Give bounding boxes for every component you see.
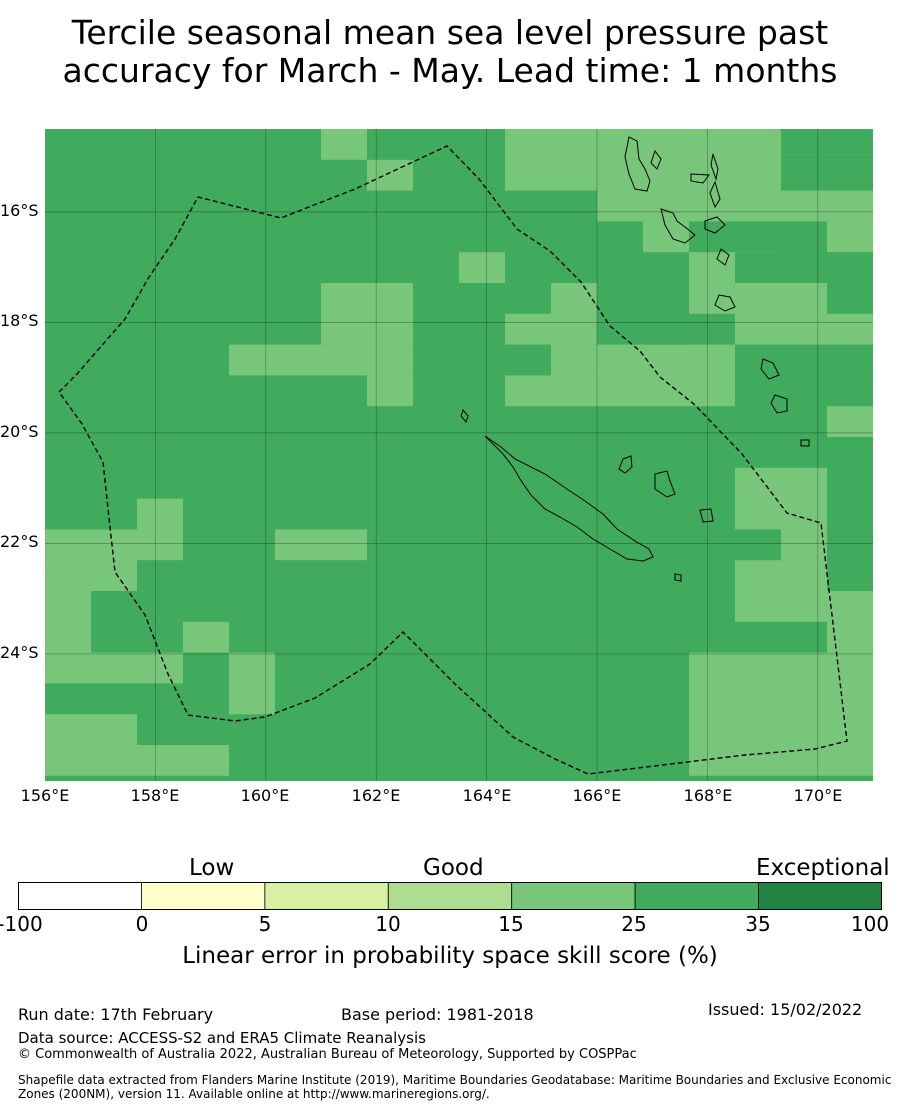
chart-title: Tercile seasonal mean sea level pressure…: [0, 14, 900, 90]
skill-cell-15-25: [551, 344, 643, 376]
cb-tick-35: 35: [745, 912, 771, 936]
skill-cell-15-25: [321, 283, 413, 345]
colorbar-border: [18, 882, 882, 910]
cb-tick-100: 100: [850, 912, 890, 936]
skill-cell-15-25: [643, 190, 873, 222]
skill-cell-15-25: [45, 714, 137, 776]
colorbar-segment: [634, 882, 759, 910]
skill-cell-15-25: [459, 252, 505, 283]
lat-label-20s: 20°S: [0, 422, 39, 441]
skill-cell-15-25: [137, 498, 183, 530]
lon-label-166e: 166°E: [572, 786, 622, 805]
skill-cell-15-25: [45, 529, 183, 561]
cb-tick-25: 25: [621, 912, 647, 936]
colorbar-segment: [387, 882, 513, 910]
vanuatu-coastline: [624, 136, 810, 447]
skill-cell-15-25: [781, 529, 827, 561]
skill-cell-25-35: [781, 129, 873, 160]
lat-label-16s: 16°S: [0, 201, 39, 220]
title-line-2: accuracy for March - May. Lead time: 1 m…: [62, 51, 838, 90]
base-period: Base period: 1981-2018: [341, 1005, 534, 1024]
lat-label-22s: 22°S: [0, 532, 39, 551]
category-good: Good: [423, 855, 484, 881]
skill-cell-15-25: [735, 283, 781, 345]
dark-skill-cells: [91, 129, 873, 715]
skill-cell-15-25: [505, 129, 781, 191]
new-caledonia-coastline: [460, 408, 714, 582]
data-source: Data source: ACCESS-S2 and ERA5 Climate …: [18, 1029, 426, 1047]
cb-tick-0: 0: [135, 912, 149, 936]
colorbar-segment: [141, 882, 266, 910]
skill-cell-15-25: [643, 344, 689, 376]
skill-cell-25-35: [137, 621, 183, 653]
skill-cell-15-25: [781, 313, 873, 345]
skill-cell-15-25: [367, 159, 413, 191]
lon-label-164e: 164°E: [462, 786, 512, 805]
skill-cell-15-25: [781, 652, 827, 684]
title-line-1: Tercile seasonal mean sea level pressure…: [71, 13, 829, 52]
skill-cell-25-35: [183, 683, 229, 715]
lat-label-24s: 24°S: [0, 643, 39, 662]
colorbar-segment: [18, 882, 142, 910]
lon-label-156e: 156°E: [20, 786, 70, 805]
colorbar-segment: [264, 882, 389, 910]
skill-cell-15-25: [229, 344, 413, 376]
skill-cell-15-25: [505, 313, 597, 345]
lon-label-158e: 158°E: [130, 786, 180, 805]
colorbar-segments: [18, 882, 882, 910]
shapefile-line-2: Zones (200NM), version 11. Available onl…: [18, 1087, 490, 1101]
issued-date: Issued: 15/02/2022: [708, 1000, 863, 1019]
cb-tick-15: 15: [498, 912, 524, 936]
skill-map: [45, 129, 873, 781]
skill-cell-15-25: [735, 467, 827, 530]
skill-cell-15-25: [597, 190, 643, 222]
copyright: © Commonwealth of Australia 2022, Austra…: [18, 1047, 637, 1062]
skill-cell-15-25: [689, 344, 735, 407]
lat-label-18s: 18°S: [0, 311, 39, 330]
skill-cell-25-35: [91, 591, 137, 653]
skill-cell-15-25: [505, 375, 689, 407]
skill-cell-25-35: [735, 621, 827, 653]
skill-cell-15-25: [367, 375, 413, 407]
cb-tick-10: 10: [375, 912, 401, 936]
lon-label-162e: 162°E: [351, 786, 401, 805]
skill-cell-15-25: [827, 221, 873, 253]
gridlines: [45, 129, 873, 781]
colorbar-segment: [511, 882, 636, 910]
cb-tick-minus100: -100: [0, 912, 43, 936]
category-exceptional: Exceptional: [756, 855, 890, 881]
shapefile-line-1: Shapefile data extracted from Flanders M…: [18, 1073, 892, 1087]
eez-boundary: [58, 145, 848, 775]
map-svg: [45, 129, 873, 781]
skill-cell-25-35: [735, 252, 873, 283]
skill-cell-15-25: [551, 283, 597, 314]
skill-cell-15-25: [321, 129, 367, 160]
skill-cell-15-25: [137, 745, 229, 776]
colorbar: [18, 882, 882, 910]
skill-cell-15-25: [781, 283, 827, 314]
run-date: Run date: 17th February: [18, 1005, 214, 1024]
lon-label-168e: 168°E: [683, 786, 733, 805]
skill-cell-15-25: [689, 283, 735, 314]
skill-cell-25-35: [643, 313, 689, 345]
skill-cell-25-35: [827, 375, 873, 407]
category-low: Low: [189, 855, 235, 881]
colorbar-title: Linear error in probability space skill …: [182, 943, 718, 969]
lon-label-170e: 170°E: [793, 786, 843, 805]
skill-cell-15-25: [45, 560, 137, 591]
cb-tick-5: 5: [258, 912, 272, 936]
skill-cell-15-25: [45, 591, 91, 653]
colorbar-segment: [758, 882, 882, 910]
skill-cell-15-25: [275, 529, 367, 561]
skill-cell-15-25: [45, 652, 183, 684]
lon-label-160e: 160°E: [240, 786, 290, 805]
skill-cell-15-25: [735, 560, 827, 591]
